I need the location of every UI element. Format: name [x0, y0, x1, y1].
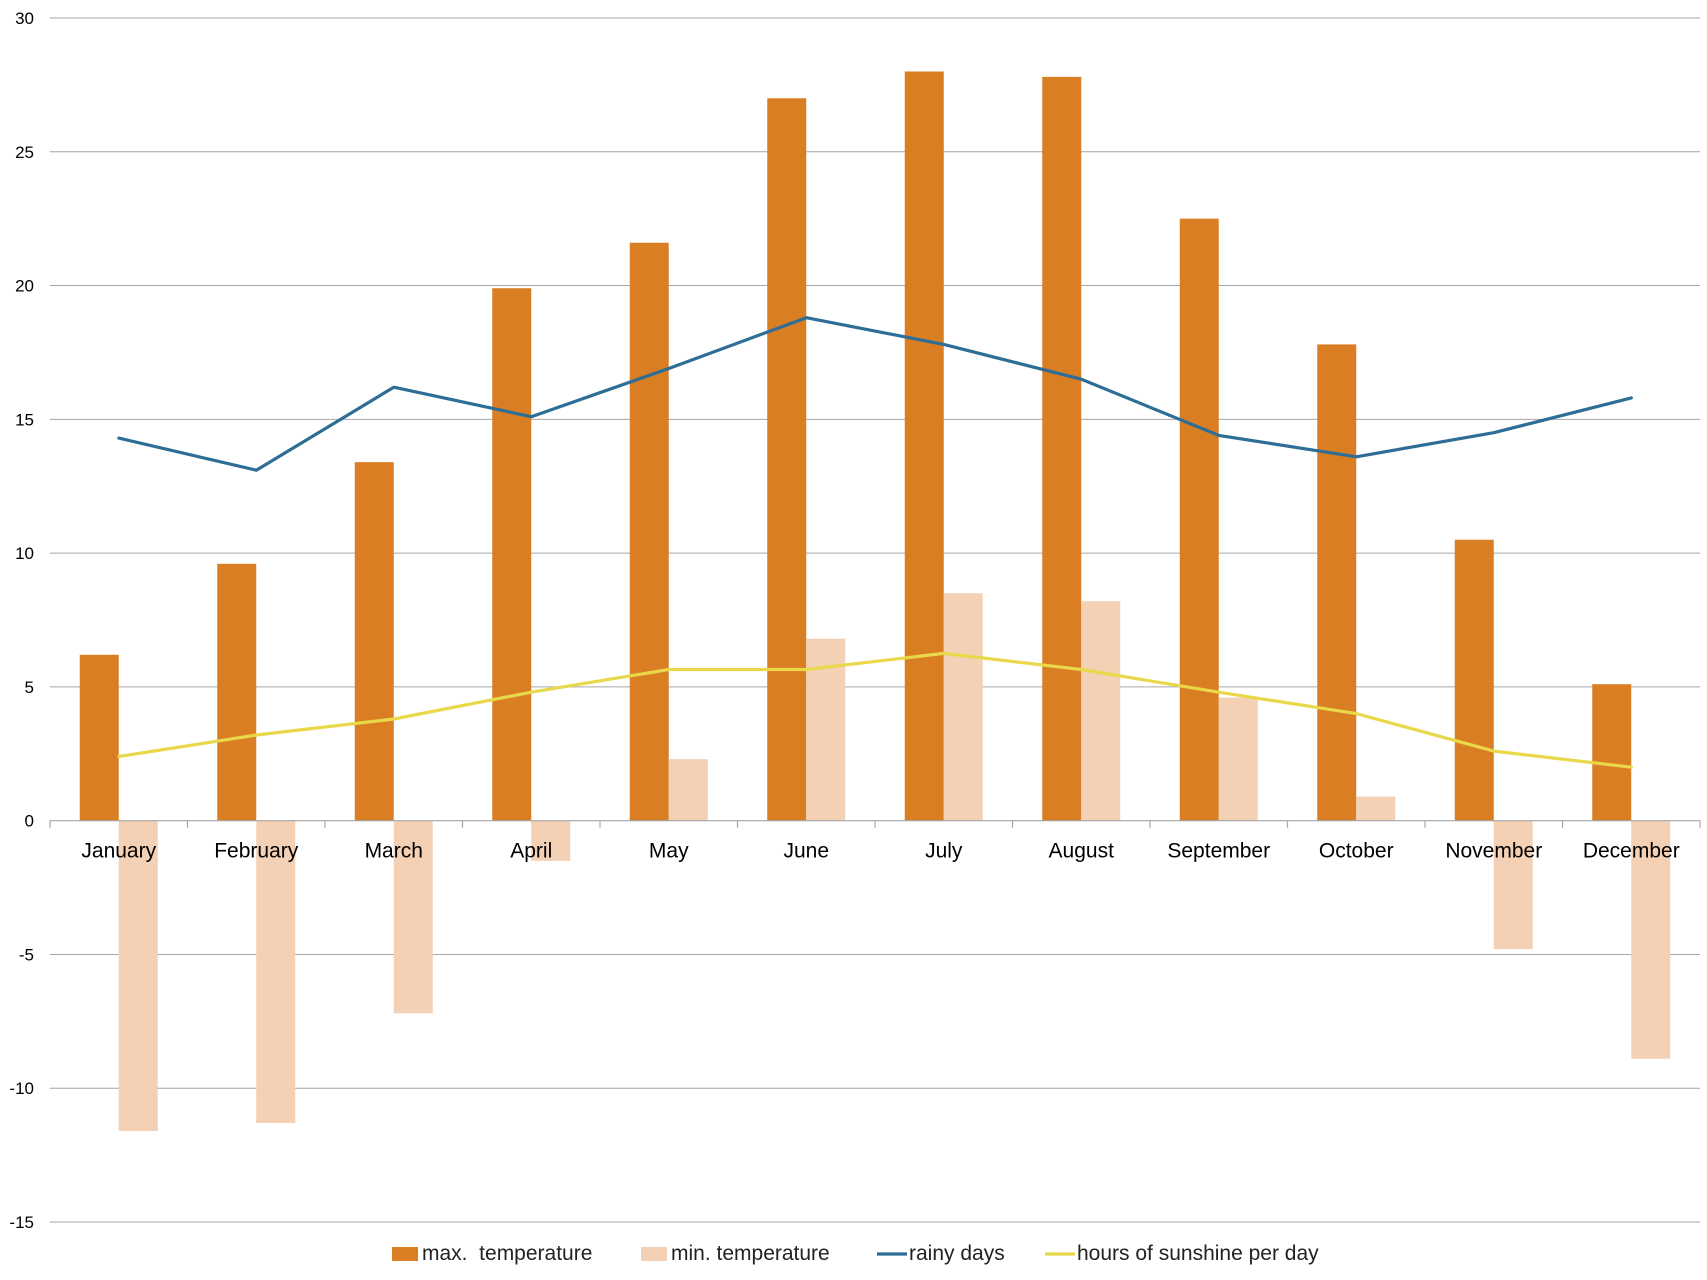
legend-label: max. temperature [422, 1242, 592, 1265]
legend-label: rainy days [909, 1242, 1005, 1265]
bar-max-temperature [1454, 539, 1494, 821]
y-tick-label: 0 [25, 812, 34, 831]
y-tick-label: 25 [15, 143, 34, 162]
legend-swatch [641, 1247, 667, 1261]
bar-series [79, 71, 1671, 1132]
x-category-label: May [649, 840, 689, 863]
x-category-label: January [81, 840, 156, 863]
x-axis [49, 820, 1701, 828]
bar-min-temperature [1356, 796, 1396, 821]
bar-max-temperature [1042, 76, 1082, 821]
legend-label: hours of sunshine per day [1077, 1242, 1319, 1265]
bar-max-temperature [1317, 344, 1357, 821]
bar-min-temperature [531, 820, 571, 861]
bar-min-temperature [1218, 697, 1258, 821]
bar-min-temperature [256, 820, 296, 1124]
y-tick-label: 30 [15, 9, 34, 28]
y-tick-label: -10 [9, 1079, 34, 1098]
y-axis-tick-labels: 30 25 20 15 10 5 0 -5 -10 -15 [9, 9, 34, 1232]
x-category-label: September [1167, 840, 1270, 863]
y-tick-label: 5 [25, 678, 34, 697]
bar-min-temperature [1631, 820, 1671, 1059]
bar-max-temperature [904, 71, 944, 821]
bar-min-temperature [1081, 601, 1121, 821]
bar-max-temperature [1179, 218, 1219, 821]
bar-max-temperature [629, 242, 669, 821]
bar-min-temperature [943, 593, 983, 821]
y-tick-label: 20 [15, 277, 34, 296]
legend-swatch [392, 1247, 418, 1261]
bar-max-temperature [492, 288, 532, 821]
x-category-label: August [1049, 840, 1115, 863]
x-category-label: October [1319, 840, 1394, 863]
bar-max-temperature [217, 563, 257, 821]
x-category-label: April [510, 840, 552, 863]
legend-label: min. temperature [671, 1242, 830, 1265]
y-tick-label: -15 [9, 1213, 34, 1232]
hours-of-sunshine-per-day-line [117, 651, 1633, 769]
x-category-label: February [214, 840, 299, 863]
x-axis-category-labels: January February March April May June July Augu… [81, 840, 1679, 863]
x-category-label: November [1445, 840, 1542, 863]
bar-max-temperature [767, 98, 807, 821]
bar-max-temperature [1592, 684, 1632, 821]
x-category-label: March [365, 840, 423, 863]
x-category-label: July [925, 840, 963, 863]
x-category-label: December [1583, 840, 1680, 863]
bar-max-temperature [79, 654, 119, 821]
bar-min-temperature [1493, 820, 1533, 950]
x-category-label: June [783, 840, 829, 863]
legend: max. temperature min. temperature rainy da… [392, 1242, 1319, 1265]
rainy-days-line [117, 316, 1633, 472]
y-tick-label: -5 [19, 945, 34, 964]
line-series [117, 316, 1633, 769]
gridlines [50, 17, 1700, 1223]
bar-max-temperature [354, 462, 394, 821]
bar-min-temperature [118, 820, 158, 1132]
bar-min-temperature [668, 759, 708, 821]
y-tick-label: 10 [15, 544, 34, 563]
y-tick-label: 15 [15, 410, 34, 429]
bar-min-temperature [393, 820, 433, 1014]
